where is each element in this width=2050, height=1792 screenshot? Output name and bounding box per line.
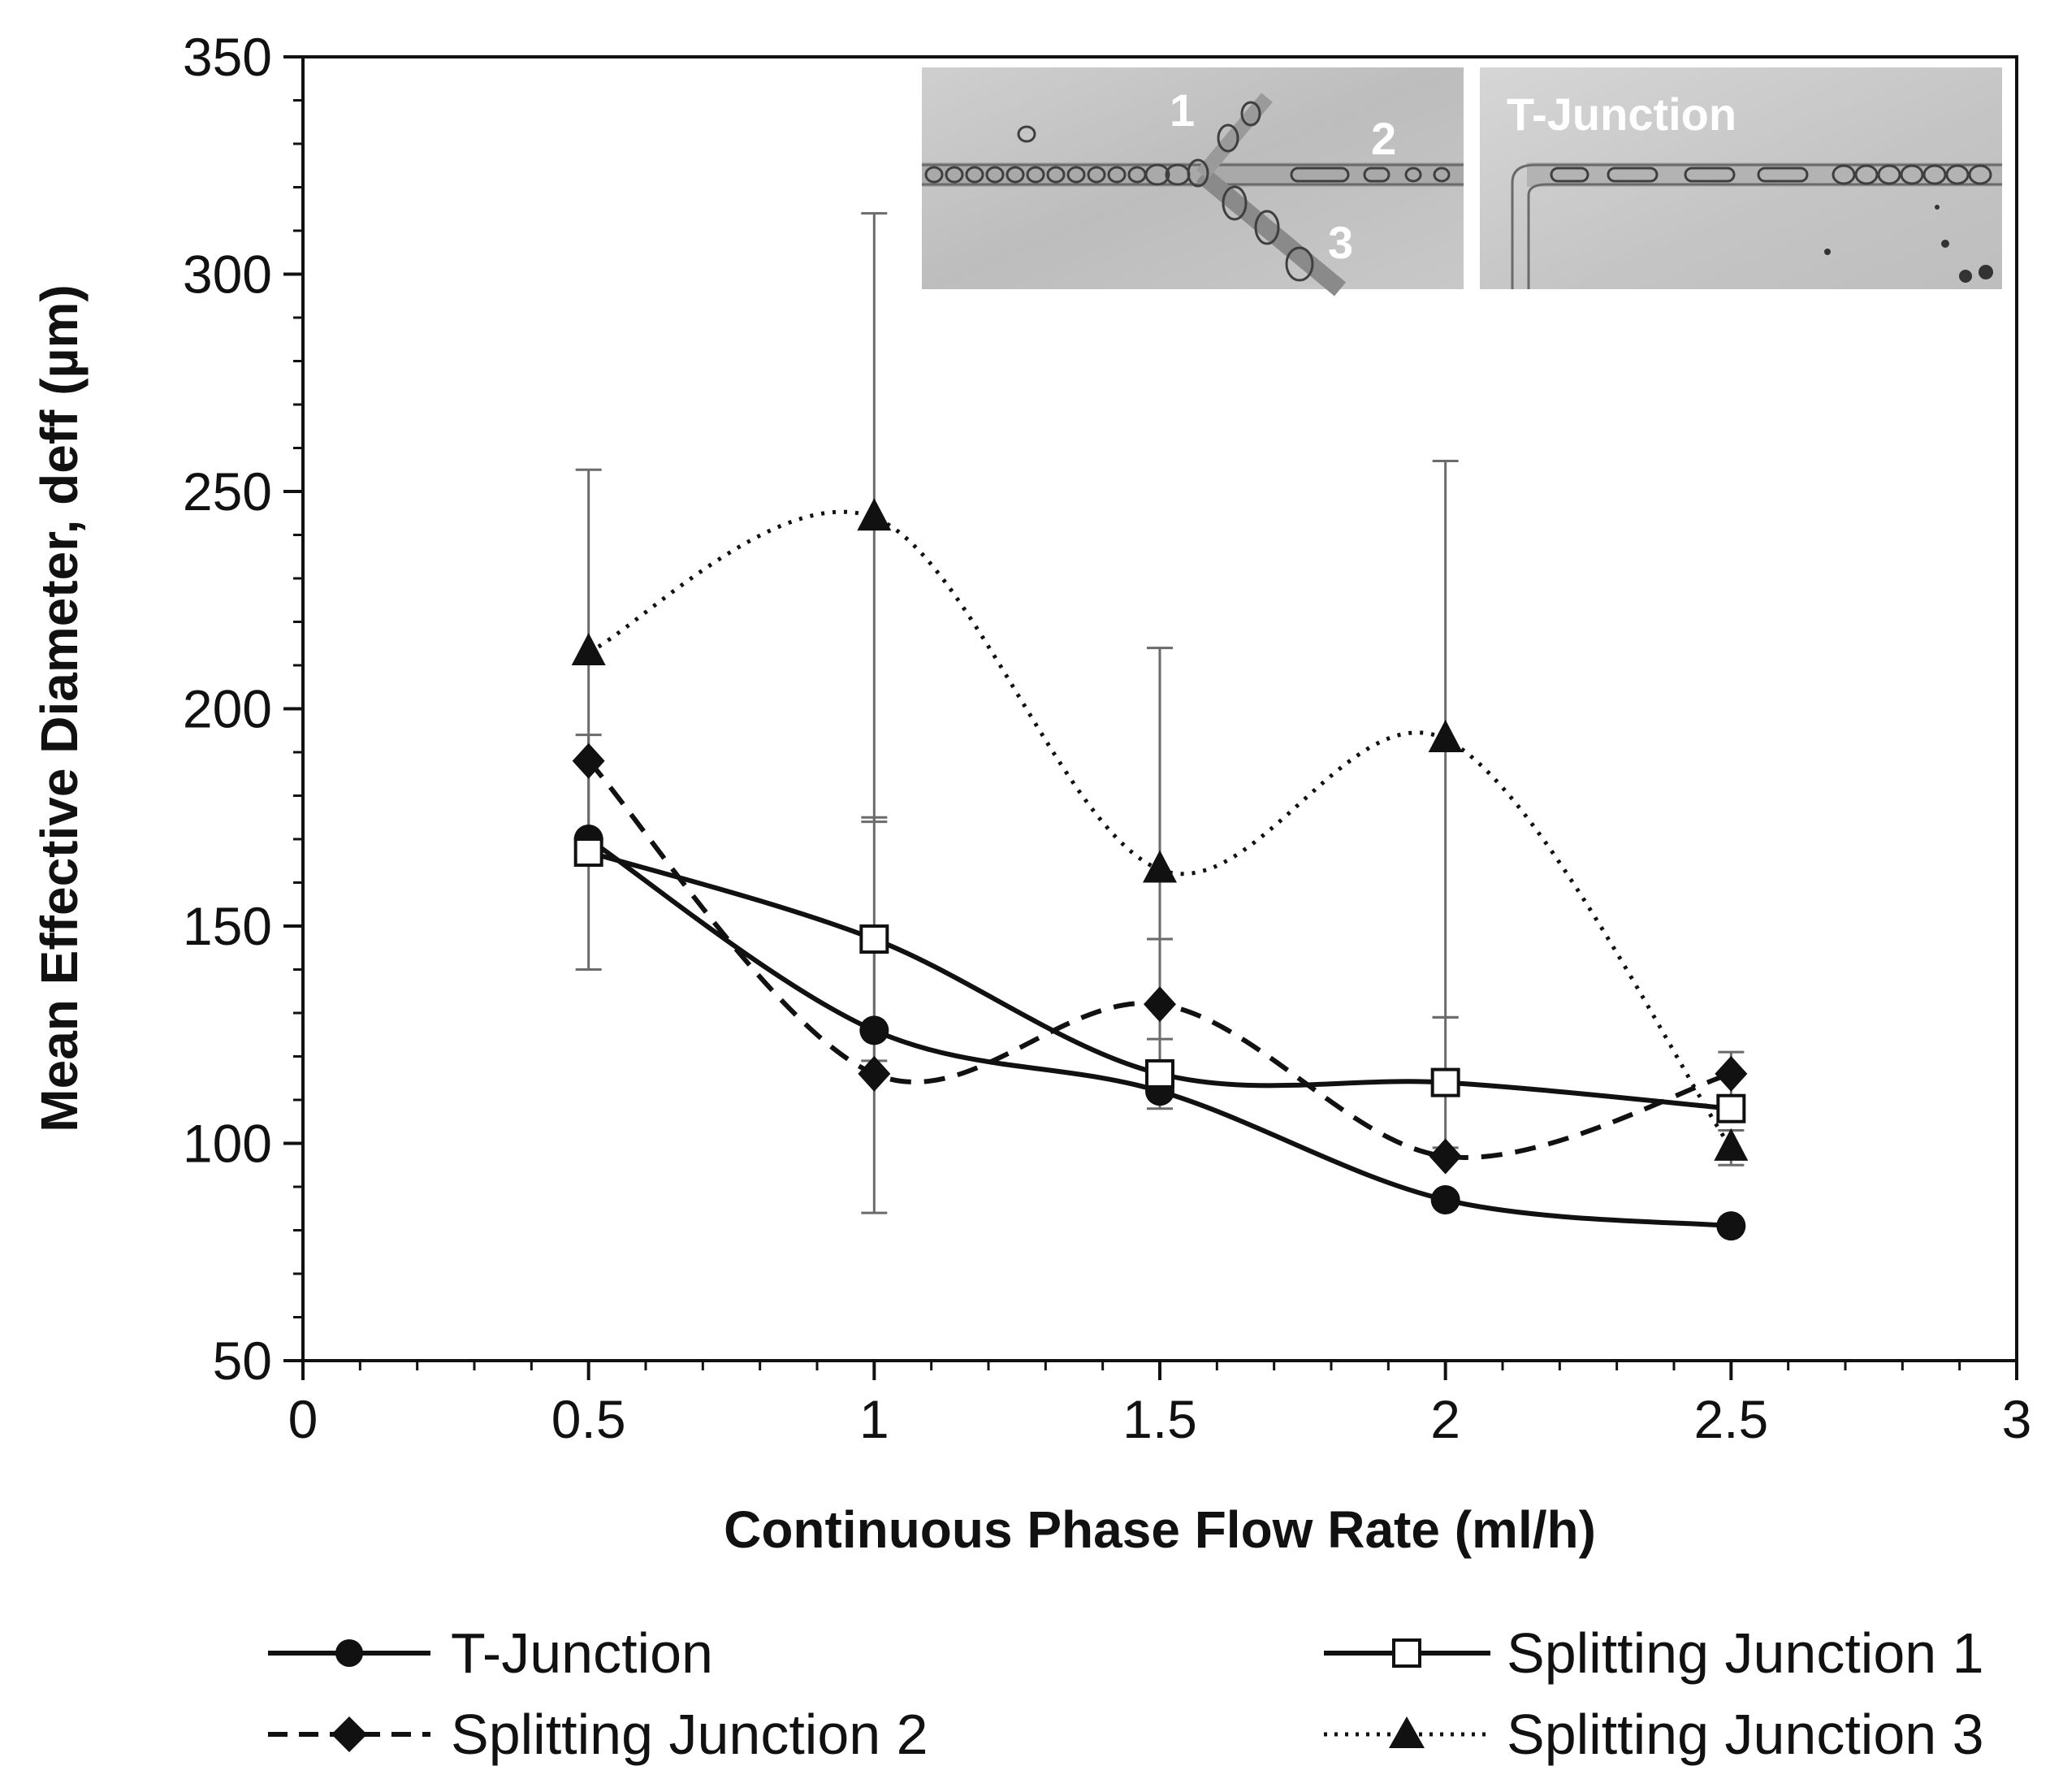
data-point-splitting-junction-3 [571,632,606,665]
tick-labels: 50 100 150 200 250 300 350 0 0.5 1 1.5 2 2.5 3 [183,27,2031,1449]
x-tick-label: 2.5 [1693,1389,1768,1449]
data-point-splitting-junction-2 [858,1055,891,1092]
legend: T-Junction Splitting Junction 1 Splittin… [268,1621,1984,1766]
data-point-splitting-junction-3 [1143,850,1177,883]
inset-label-2: 2 [1371,113,1396,164]
legend-marker-splitting-junction-2 [331,1716,367,1752]
legend-item-splitting-junction-2: Splitting Junction 2 [268,1703,928,1766]
data-point-splitting-junction-2 [572,742,605,779]
data-point-splitting-junction-1 [859,924,889,954]
legend-item-splitting-junction-1: Splitting Junction 1 [1324,1621,1984,1685]
legend-item-t-junction: T-Junction [268,1621,713,1685]
debris-specks [1824,205,1993,283]
legend-label-t-junction: T-Junction [451,1621,713,1685]
data-point-splitting-junction-2 [1715,1055,1748,1092]
y-tick-label: 100 [183,1114,272,1174]
data-point-splitting-junction-1 [1145,1058,1174,1089]
droplets-right [1550,164,1992,185]
y-tick-label: 350 [183,27,272,87]
inset-label-1: 1 [1170,84,1195,136]
x-tick-label: 0 [288,1389,318,1449]
data-point-splitting-junction-3 [1714,1128,1749,1161]
series-line-splitting-junction-2 [586,759,1732,1160]
data-point-splitting-junction-1 [1430,1067,1460,1097]
data-point-splitting-junction-3 [857,498,892,531]
data-point-t-junction [1430,1185,1460,1215]
series-markers [571,498,1749,1241]
axis-ticks [283,55,2018,1380]
y-axis-title: Mean Effective Diameter, deff (µm) [30,284,89,1132]
y-tick-label: 200 [183,679,272,739]
data-point-t-junction [859,1015,889,1045]
y-tick-label: 300 [183,245,272,305]
legend-item-splitting-junction-3: Splitting Junction 3 [1324,1703,1984,1766]
droplets-left [924,101,1451,282]
x-tick-label: 0.5 [551,1389,626,1449]
data-point-splitting-junction-2 [1144,986,1176,1023]
data-point-t-junction [1716,1211,1746,1241]
data-point-splitting-junction-3 [1428,719,1463,752]
x-tick-label: 1 [859,1389,889,1449]
x-tick-label: 1.5 [1122,1389,1197,1449]
y-tick-label: 150 [183,896,272,956]
legend-label-splitting-junction-2: Splitting Junction 2 [451,1703,928,1766]
legend-marker-t-junction [335,1639,363,1667]
inset-label-3: 3 [1328,217,1353,268]
legend-marker-splitting-junction-1 [1392,1638,1421,1668]
inset-t-junction-image: T-Junction [1480,67,2002,289]
legend-marker-splitting-junction-3 [1389,1716,1425,1748]
data-point-splitting-junction-1 [1716,1093,1746,1123]
data-point-splitting-junction-1 [573,838,603,868]
data-point-splitting-junction-2 [1429,1138,1462,1175]
y-tick-label: 250 [183,461,272,522]
y-tick-label: 50 [213,1331,272,1391]
legend-label-splitting-junction-1: Splitting Junction 1 [1507,1621,1984,1685]
x-tick-label: 3 [2002,1389,2032,1449]
inset-label-t-junction: T-Junction [1507,89,1736,140]
x-tick-label: 2 [1430,1389,1460,1449]
inset-splitting-junction-image: 1 2 3 [922,67,1464,297]
x-axis-title: Continuous Phase Flow Rate (ml/h) [724,1500,1596,1559]
legend-label-splitting-junction-3: Splitting Junction 3 [1507,1703,1984,1766]
inset-images: 1 2 3 [922,67,2002,297]
